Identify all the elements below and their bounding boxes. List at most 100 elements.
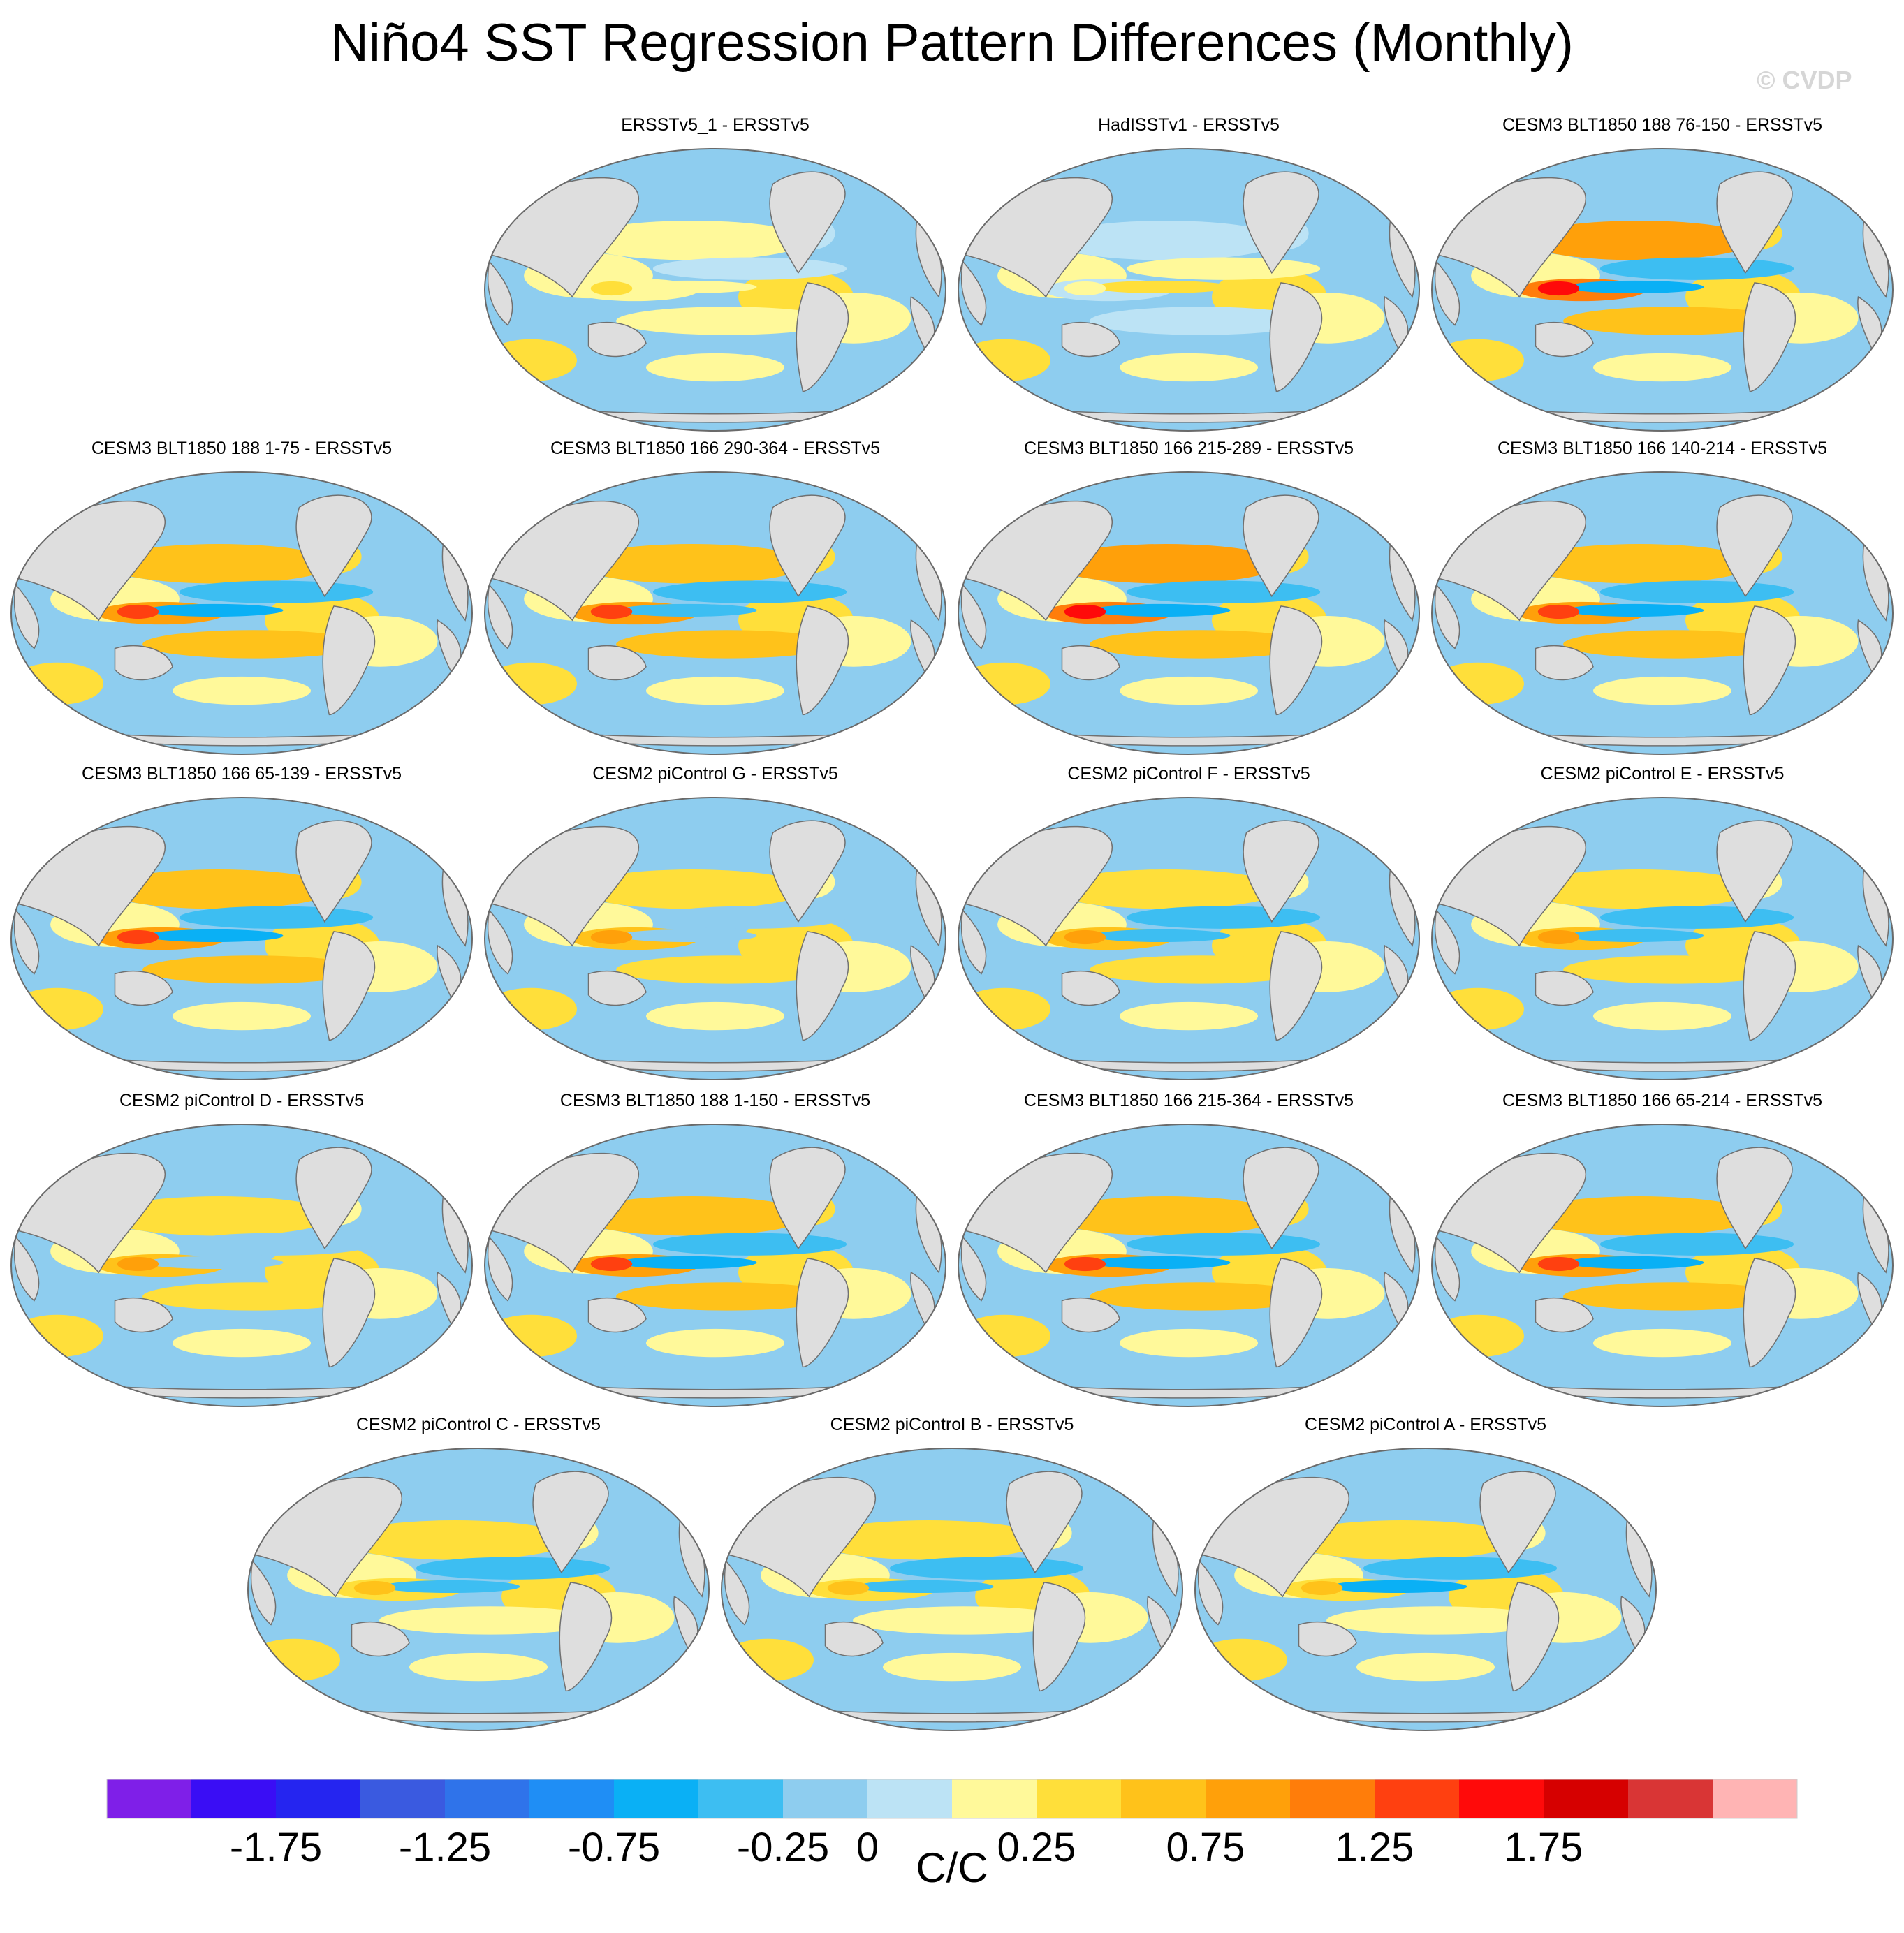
anomaly-contour: [103, 1196, 334, 1236]
anomaly-contour: [1328, 1580, 1467, 1594]
map-outline: [484, 471, 946, 755]
anomaly-contour: [179, 906, 374, 929]
anomaly-contour: [409, 1652, 548, 1682]
anomaly-contour: [590, 604, 633, 619]
colorbar-tick-label: -1.75: [229, 1825, 323, 1870]
land-mass: [1269, 931, 1323, 1041]
land-mass: [960, 909, 987, 975]
anomaly-contour: [1524, 869, 1755, 909]
anomaly-contour: [652, 580, 847, 603]
panel-title: CESM2 piControl A - ERSSTv5: [1305, 1415, 1546, 1434]
anomaly-contour: [616, 1282, 837, 1311]
land-mass: [1269, 282, 1323, 392]
map-panel: [1194, 1448, 1657, 1731]
anomaly-contour: [889, 1557, 1084, 1580]
anomaly-contour: [652, 257, 847, 280]
land-mass: [856, 805, 891, 830]
anomaly-contour: [117, 929, 159, 945]
anomaly-contour: [1599, 580, 1794, 603]
anomaly-contour: [1563, 630, 1785, 659]
map-panel: [10, 471, 473, 755]
anomaly-contour: [142, 630, 364, 659]
colorbar-segment: [360, 1779, 446, 1818]
land-mass: [1269, 605, 1323, 716]
land-mass: [1093, 1456, 1128, 1480]
map-outline: [10, 471, 473, 755]
anomaly-contour: [1524, 221, 1755, 260]
anomaly-contour: [145, 1256, 284, 1270]
colorbar-frame: [106, 1779, 1798, 1819]
colorbar-segment: [529, 1779, 615, 1818]
panel-title: CESM3 BLT1850 188 1-75 - ERSSTv5: [91, 439, 393, 458]
land-mass: [383, 1132, 418, 1156]
land-mass: [295, 494, 372, 598]
anomaly-contour: [340, 1520, 571, 1560]
land-mass: [1716, 1147, 1793, 1250]
map-panel: [958, 148, 1420, 432]
anomaly-contour: [652, 1233, 847, 1256]
anomaly-contour: [1563, 1282, 1785, 1311]
anomaly-contour: [616, 630, 837, 659]
land-mass: [351, 1621, 410, 1657]
anomaly-contour: [590, 929, 633, 945]
land-mass: [487, 909, 513, 975]
anomaly-contour: [1563, 307, 1785, 335]
land-mass: [856, 1132, 891, 1156]
land-mass: [1434, 909, 1460, 975]
colorbar-tick-label: 0.25: [997, 1825, 1076, 1870]
colorbar-segment: [1121, 1779, 1206, 1818]
land-mass: [487, 1235, 513, 1302]
anomaly-contour: [1565, 1256, 1704, 1270]
map-outline: [721, 1448, 1183, 1731]
map-panel: [1431, 1124, 1894, 1407]
anomaly-contour: [1326, 1606, 1548, 1635]
anomaly-contour: [179, 1233, 374, 1256]
map-outline: [1431, 148, 1894, 432]
land-mass: [620, 1456, 654, 1480]
panel-title: CESM3 BLT1850 166 215-364 - ERSSTv5: [1023, 1091, 1354, 1110]
colorbar-segment: [1628, 1779, 1713, 1818]
land-mass: [1061, 970, 1120, 1006]
map-panel: [1431, 471, 1894, 755]
land-mass: [1803, 805, 1838, 830]
land-mass: [1269, 1258, 1323, 1368]
map-outline: [10, 1124, 473, 1407]
panel-title: CESM2 piControl B - ERSSTv5: [830, 1415, 1074, 1434]
anomaly-contour: [103, 544, 334, 584]
land-mass: [1506, 1582, 1560, 1692]
anomaly-contour: [1120, 1001, 1258, 1031]
anomaly-contour: [1565, 280, 1704, 294]
anomaly-contour: [814, 1520, 1044, 1560]
anomaly-contour: [577, 221, 807, 260]
land-mass: [1743, 282, 1796, 392]
colorbar-segment: [445, 1779, 530, 1818]
colorbar-tick-label: 1.25: [1335, 1825, 1414, 1870]
colorbar-tick-label: 0: [856, 1825, 879, 1870]
anomaly-contour: [1090, 1282, 1311, 1311]
chart-title: Niño4 SST Regression Pattern Differences…: [330, 13, 1574, 73]
land-mass: [1243, 494, 1319, 598]
anomaly-contour: [1599, 906, 1794, 929]
anomaly-contour: [173, 676, 311, 705]
land-mass: [769, 494, 846, 598]
map-outline: [1431, 797, 1894, 1080]
map-outline: [247, 1448, 710, 1731]
map-outline: [958, 148, 1420, 432]
anomaly-contour: [117, 1256, 159, 1272]
anomaly-contour: [1050, 544, 1281, 584]
land-mass: [960, 260, 987, 326]
map-panel: [958, 797, 1420, 1080]
anomaly-contour: [590, 281, 633, 296]
land-mass: [322, 1258, 376, 1368]
anomaly-contour: [381, 1580, 520, 1594]
land-mass: [1330, 805, 1365, 830]
land-mass: [13, 1235, 40, 1302]
anomaly-contour: [353, 1580, 396, 1596]
land-mass: [1803, 480, 1838, 504]
land-mass: [587, 321, 647, 358]
anomaly-contour: [1537, 1256, 1580, 1272]
anomaly-contour: [1090, 630, 1311, 659]
anomaly-contour: [1092, 1256, 1231, 1270]
land-mass: [856, 156, 891, 181]
panel-title: HadISSTv1 - ERSSTv5: [1098, 115, 1280, 135]
